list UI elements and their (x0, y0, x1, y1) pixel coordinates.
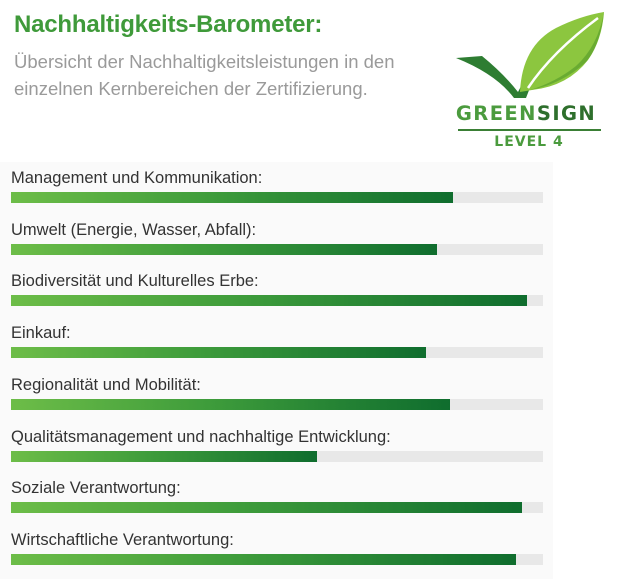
bar-track (11, 243, 543, 255)
bar-fill (11, 450, 317, 462)
bar-label: Regionalität und Mobilität: (11, 375, 201, 394)
bar-label: Soziale Verantwortung: (11, 479, 181, 498)
bar-track (11, 347, 543, 359)
page-subtitle: Übersicht der Nachhaltigkeitsleistungen … (14, 51, 395, 99)
bar-track (11, 295, 543, 307)
bar-fill (11, 192, 453, 203)
bar-fill (11, 243, 437, 255)
bar-track (11, 553, 543, 565)
bar-label: Management und Kommunikation: (11, 169, 263, 187)
logo-word-green: GREEN (455, 102, 537, 125)
logo-level: LEVEL 4 (494, 134, 564, 150)
bar-fill (11, 502, 522, 514)
greensign-logo: GREENSIGN LEVEL 4 (452, 6, 608, 156)
logo-divider (458, 129, 601, 131)
logo-wordmark: GREENSIGN (452, 102, 600, 125)
bar-track (11, 398, 543, 410)
leaf-checkmark-icon (456, 12, 604, 98)
bar-fill (11, 553, 517, 565)
bar-label: Biodiversität und Kulturelles Erbe: (11, 272, 259, 291)
bar-track (11, 450, 543, 462)
bar-track (11, 502, 543, 514)
header: Nachhaltigkeits-Barometer: Übersicht der… (14, 10, 434, 102)
page-title: Nachhaltigkeits-Barometer: (14, 11, 323, 38)
bar-fill (11, 295, 528, 307)
bar-label: Qualitätsmanagement und nachhaltige Entw… (11, 427, 391, 446)
logo-word-sign: SIGN (536, 102, 597, 125)
bar-fill (11, 398, 450, 410)
bar-label: Einkauf: (11, 324, 71, 343)
bar-label: Wirtschaftliche Verantwortung: (11, 530, 234, 549)
bar-label: Umwelt (Energie, Wasser, Abfall): (11, 220, 257, 239)
bar-track (11, 192, 543, 203)
bar-fill (11, 347, 426, 359)
